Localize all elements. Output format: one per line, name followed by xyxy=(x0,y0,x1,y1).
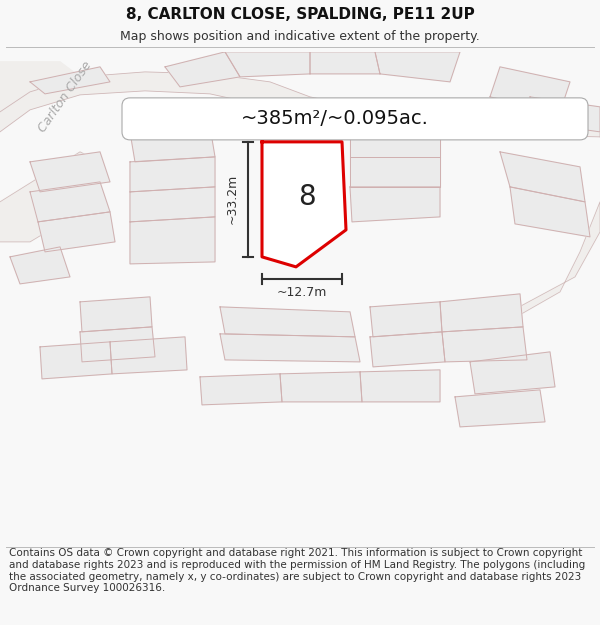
Polygon shape xyxy=(370,302,442,337)
Polygon shape xyxy=(30,67,110,94)
Text: Contains OS data © Crown copyright and database right 2021. This information is : Contains OS data © Crown copyright and d… xyxy=(9,549,585,593)
Polygon shape xyxy=(40,342,112,379)
Polygon shape xyxy=(510,187,590,237)
Polygon shape xyxy=(30,152,110,192)
Polygon shape xyxy=(130,187,215,222)
Polygon shape xyxy=(262,142,346,267)
Polygon shape xyxy=(310,52,380,74)
Polygon shape xyxy=(530,97,600,132)
Polygon shape xyxy=(80,327,155,362)
Polygon shape xyxy=(455,390,545,427)
Text: Carlton Close: Carlton Close xyxy=(36,59,94,135)
Polygon shape xyxy=(130,127,215,162)
Text: ~33.2m: ~33.2m xyxy=(226,174,239,224)
Polygon shape xyxy=(225,52,310,77)
Polygon shape xyxy=(30,182,110,222)
Polygon shape xyxy=(360,370,440,402)
Text: Carlton Close: Carlton Close xyxy=(379,116,481,131)
Polygon shape xyxy=(200,374,282,405)
Polygon shape xyxy=(220,334,360,362)
Polygon shape xyxy=(500,152,585,202)
Polygon shape xyxy=(0,152,100,242)
Polygon shape xyxy=(220,307,355,337)
Polygon shape xyxy=(10,247,70,284)
Polygon shape xyxy=(80,297,152,332)
Polygon shape xyxy=(165,52,240,87)
Polygon shape xyxy=(470,352,555,394)
Polygon shape xyxy=(38,212,115,252)
Polygon shape xyxy=(350,187,440,222)
Text: ~385m²/~0.095ac.: ~385m²/~0.095ac. xyxy=(241,109,429,128)
Polygon shape xyxy=(430,202,600,357)
Polygon shape xyxy=(110,337,187,374)
FancyBboxPatch shape xyxy=(122,98,588,140)
Text: 8, CARLTON CLOSE, SPALDING, PE11 2UP: 8, CARLTON CLOSE, SPALDING, PE11 2UP xyxy=(125,6,475,21)
Polygon shape xyxy=(350,157,440,187)
Polygon shape xyxy=(0,62,80,112)
Polygon shape xyxy=(440,294,523,332)
Polygon shape xyxy=(375,52,460,82)
Polygon shape xyxy=(350,127,440,157)
Text: ~12.7m: ~12.7m xyxy=(277,286,327,299)
Polygon shape xyxy=(130,217,215,264)
Polygon shape xyxy=(370,332,445,367)
Polygon shape xyxy=(0,72,600,137)
Polygon shape xyxy=(280,372,362,402)
Polygon shape xyxy=(442,327,527,362)
Polygon shape xyxy=(130,157,215,192)
Text: Map shows position and indicative extent of the property.: Map shows position and indicative extent… xyxy=(120,30,480,43)
Polygon shape xyxy=(490,67,570,112)
Text: 8: 8 xyxy=(298,184,316,211)
